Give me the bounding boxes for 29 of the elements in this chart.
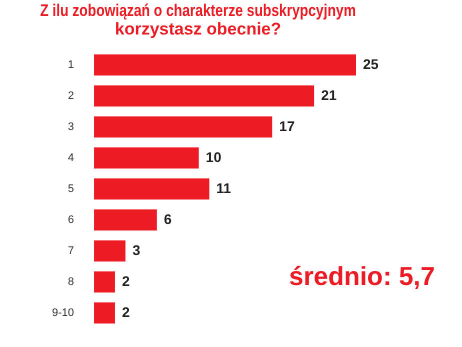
data-label: 11	[216, 180, 232, 196]
y-tick-label: 5	[68, 182, 74, 195]
bar	[94, 116, 272, 138]
annotation: średnio: 5,7	[289, 261, 435, 292]
bar	[94, 147, 199, 168]
data-label: 2	[122, 304, 130, 320]
data-label: 21	[321, 86, 337, 103]
bar	[94, 271, 115, 292]
y-tick-label: 7	[68, 244, 74, 257]
bar	[94, 178, 210, 200]
bar	[94, 240, 126, 262]
bar	[94, 54, 356, 76]
data-label: 25	[363, 56, 379, 72]
y-tick-label: 8	[68, 276, 74, 288]
y-tick-label: 2	[68, 90, 74, 102]
bar	[94, 209, 157, 230]
data-label: 10	[206, 148, 222, 165]
chart-title: Z ilu zobowiązań o charakterze subskrypcyjnym korzystasz obecnie?	[40, 2, 356, 39]
data-label: 17	[279, 118, 295, 134]
y-tick-label: 9-10	[52, 306, 74, 319]
bar	[94, 85, 314, 106]
y-tick-label: 4	[68, 152, 74, 164]
data-label: 6	[164, 210, 172, 227]
y-tick-label: 3	[68, 120, 74, 133]
data-label: 2	[122, 272, 130, 289]
data-label: 3	[132, 242, 140, 258]
bar	[94, 302, 115, 324]
y-tick-label: 6	[68, 214, 74, 226]
y-tick-label: 1	[68, 58, 74, 71]
